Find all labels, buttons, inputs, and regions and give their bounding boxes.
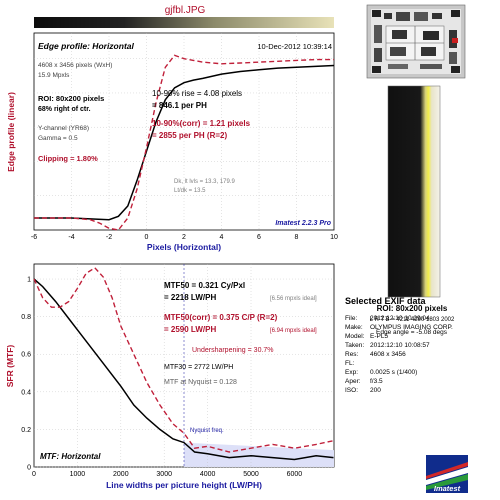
edge-angle: Edge angle = -5.08 degs — [376, 329, 448, 336]
y-tick-label: 0.4 — [21, 389, 31, 396]
exif-value: OLYMPUS IMAGING CORP. — [370, 324, 453, 331]
side-roi: ROI: 80x200 pixels — [377, 304, 448, 313]
exif-key: File: — [345, 315, 357, 322]
mtf50-ideal: [6.56 mpxls ideal] — [270, 296, 317, 302]
mtf-x-axis-label: Line widths per picture height (LW/PH) — [106, 480, 262, 490]
exif-value: 2012:12:10 10:08:57 — [370, 342, 430, 349]
exif-key: Res: — [345, 351, 359, 358]
mtf-plot-lines — [33, 266, 334, 461]
exif-key: Exp: — [345, 369, 358, 376]
x-tick-label: -6 — [31, 234, 37, 241]
mtf-plot-title: MTF: Horizontal — [40, 452, 101, 461]
x-tick-label: 3000 — [156, 471, 172, 478]
edge-profile-corrected-line — [34, 54, 334, 231]
edge-plot-lines — [34, 54, 335, 231]
x-tick-label: 4000 — [200, 471, 216, 478]
x-tick-label: 10 — [330, 234, 338, 241]
edge-plot-date: 10-Dec-2012 10:39:14 — [257, 42, 332, 51]
exif-rows: File: 2012:12:10 10:29:04 Make: OLYMPUS IMA… — [345, 315, 453, 394]
edge-rise-corr: 10-90%(corr) = 1.21 pixels — [152, 119, 251, 128]
x-tick-label: -4 — [68, 234, 74, 241]
mtf30: MTF30 = 2772 LW/PH — [164, 364, 233, 371]
exif-value: 0.0025 s (1/400) — [370, 369, 417, 376]
file-name: gjfbl.JPG — [165, 5, 206, 16]
edge-profile-measured-line — [34, 64, 335, 221]
edge-info-size: 4608 x 3456 pixels (WxH) — [38, 62, 112, 69]
mtf-y-axis-label: SFR (MTF) — [5, 345, 15, 388]
side-lrtb: L R T B = 4211 4290 1803 2002 — [370, 317, 455, 323]
mtf-measured-line — [33, 278, 334, 461]
exif-key: ISO: — [345, 387, 358, 394]
test-chart-thumbnail — [366, 4, 466, 79]
x-tick-label: 6000 — [287, 471, 303, 478]
edge-profile-gradient-bar — [34, 17, 334, 28]
exif-key: Make: — [345, 324, 363, 331]
undersharpening: Undersharpening = 30.7% — [192, 347, 274, 354]
edge-gamma: Gamma = 0.5 — [38, 135, 78, 142]
imatest-logo-text: Imatest — [434, 484, 461, 493]
x-tick-label: 6 — [257, 234, 261, 241]
exif-value: 2012:12:10 10:29:04 — [370, 315, 430, 322]
edge-roi-label: ROI: 80x200 pixels — [38, 94, 104, 103]
y-tick-label: 1 — [27, 277, 31, 284]
x-tick-label: 2 — [182, 234, 186, 241]
x-tick-label: -2 — [106, 234, 112, 241]
edge-y-axis-label: Edge profile (linear) — [6, 92, 16, 172]
x-tick-label: 8 — [295, 234, 299, 241]
y-tick-label: 0.6 — [21, 352, 31, 359]
edge-info-mpxls: 15.9 Mpxls — [38, 72, 70, 79]
above-nyquist-shade — [184, 442, 334, 467]
edge-lt-dk: Lt/dk = 13.5 — [174, 188, 206, 194]
x-tick-label: 2000 — [113, 471, 129, 478]
x-tick-label: 4 — [220, 234, 224, 241]
nyquist-label: Nyquist freq. — [190, 428, 224, 434]
x-tick-label: 0 — [145, 234, 149, 241]
mtf-corrected-line — [33, 266, 334, 453]
y-tick-label: 0 — [27, 465, 31, 472]
exif-key: Model: — [345, 333, 365, 340]
edge-rise: 10-90% rise = 4.08 pixels — [152, 89, 242, 98]
imatest-logo: Imatest — [426, 455, 468, 493]
roi-edge-crop — [387, 85, 441, 298]
exif-block: Selected EXIF data File: 2012:12:10 10:29… — [345, 296, 453, 394]
edge-plot: -6 -4 -2 0 2 4 6 8 10 Edge profile: Horizontal 1… — [6, 32, 338, 252]
mtf50-corr-ideal: [6.94 mpxls ideal] — [270, 328, 317, 334]
edge-rise-ph: = 846.1 per PH — [152, 101, 207, 110]
mtf-plot: 0 1000 2000 3000 4000 5000 600000.20.40.60.81 … — [5, 263, 335, 490]
edge-channel: Y-channel (YR68) — [38, 125, 89, 132]
edge-rise-corr-ph: = 2855 per PH (R=2) — [152, 131, 227, 140]
mtf-plot-grid — [34, 264, 334, 468]
x-tick-label: 5000 — [243, 471, 259, 478]
edge-roi-position: 68% right of ctr. — [38, 106, 91, 113]
mtf50-corr: MTF50(corr) = 0.375 C/P (R=2) — [164, 313, 278, 322]
mtf50: MTF50 = 0.321 Cy/Pxl — [164, 281, 245, 290]
edge-plot-title: Edge profile: Horizontal — [38, 41, 135, 51]
edge-x-axis-label: Pixels (Horizontal) — [147, 242, 221, 252]
x-tick-label: 0 — [32, 471, 36, 478]
exif-key: FL: — [345, 360, 355, 367]
exif-value: f/3.5 — [370, 378, 383, 385]
roi-marker — [452, 38, 458, 43]
edge-clipping: Clipping = 1.80% — [38, 154, 98, 163]
imatest-version: Imatest 2.2.3 Pro — [275, 220, 331, 227]
y-tick-label: 0.2 — [21, 427, 31, 434]
exif-value: E-PL5 — [370, 333, 388, 340]
exif-value: 4608 x 3456 — [370, 351, 406, 358]
exif-key: Aper: — [345, 378, 361, 385]
mtf50-corr-lwph: = 2590 LW/PH — [164, 325, 216, 334]
edge-plot-x-ticks: -6 -4 -2 0 2 4 6 8 10 — [31, 234, 338, 241]
exif-heading: Selected EXIF data — [345, 296, 427, 306]
exif-key: Taken: — [345, 342, 364, 349]
edge-plot-frame — [33, 32, 335, 231]
mtf-plot-ticks: 0 1000 2000 3000 4000 5000 6000 0 0.2 0.4 0.6 0.8 1 — [21, 277, 302, 478]
y-tick-label: 0.8 — [21, 314, 31, 321]
edge-dk-levels: Dk, lt lvls = 13.3, 179.9 — [174, 179, 236, 185]
exif-value: 200 — [370, 387, 381, 394]
mtf50-lwph: = 2218 LW/PH — [164, 293, 216, 302]
x-tick-label: 1000 — [70, 471, 86, 478]
mtf-at-nyquist: MTF at Nyquist = 0.128 — [164, 379, 237, 386]
